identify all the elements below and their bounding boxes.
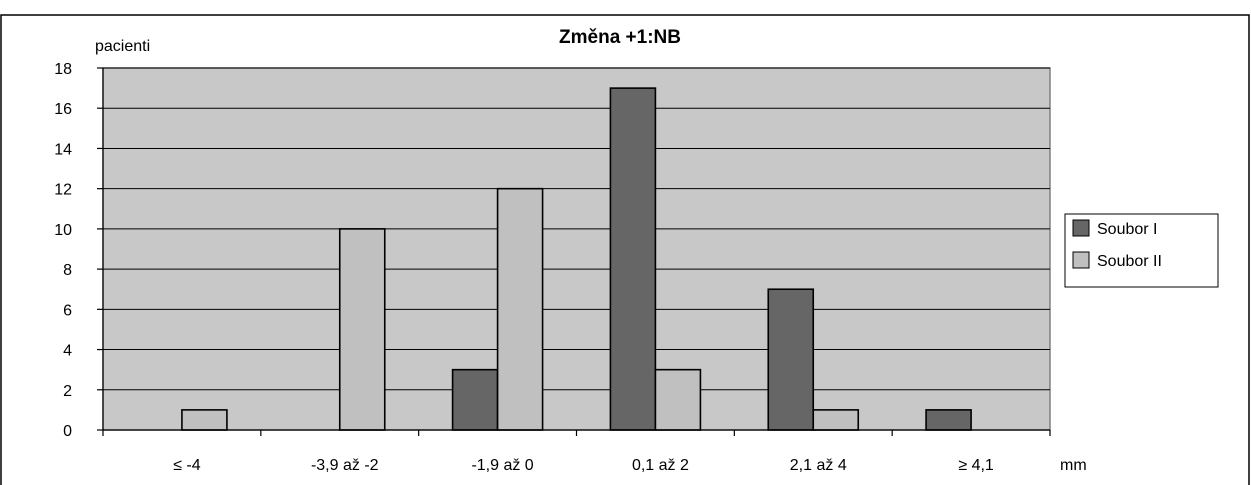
y-tick-label: 6 [63, 302, 72, 319]
bar-soubor-i-4 [767, 288, 815, 431]
x-tick-label: ≤ -4 [173, 457, 201, 474]
chart-title: Změna +1:NB [559, 27, 681, 48]
legend-swatch [1072, 219, 1090, 237]
gridlines [103, 67, 1050, 391]
legend-box [1064, 213, 1219, 288]
bar-soubor-i-3 [609, 87, 657, 431]
y-tick-label: 14 [54, 141, 72, 158]
x-tick-label: ≥ 4,1 [958, 457, 994, 474]
x-tick-label: 0,1 až 2 [632, 457, 689, 474]
legend-swatch [1072, 251, 1090, 269]
bar-soubor-ii-3 [654, 368, 702, 431]
x-tick-label: 2,1 až 4 [790, 457, 847, 474]
y-tick-label: 12 [54, 182, 72, 199]
legend-label: Soubor I [1097, 221, 1157, 238]
y-tick-label: 8 [63, 262, 72, 279]
y-tick-label: 4 [63, 343, 72, 360]
y-axis-label: pacienti [95, 38, 150, 55]
bar-soubor-ii-0 [181, 409, 228, 431]
y-tick-label: 18 [54, 61, 72, 78]
legend: Soubor I Soubor II [1064, 213, 1219, 288]
x-ticks: ≤ -4 -3,9 až -2 -1,9 až 0 0,1 až 2 2,1 až 4 ≥… [102, 430, 1051, 474]
plot-area [102, 67, 1051, 431]
bar-soubor-ii-1 [338, 228, 386, 431]
y-tick-label: 0 [63, 423, 72, 440]
legend-label: Soubor II [1097, 253, 1162, 270]
y-tick-label: 10 [54, 222, 72, 239]
y-tick-label: 16 [54, 101, 72, 118]
x-tick-label: -3,9 až -2 [311, 457, 379, 474]
bar-soubor-ii-2 [496, 187, 544, 431]
bar-soubor-ii-4 [812, 409, 860, 431]
bars [181, 87, 972, 431]
x-axis-label: mm [1060, 457, 1087, 474]
bar-soubor-i-5 [925, 409, 972, 431]
x-tick-label: -1,9 až 0 [471, 457, 533, 474]
y-ticks: 0 2 4 6 8 10 12 14 16 18 [54, 61, 103, 440]
bar-soubor-i-2 [451, 368, 499, 431]
y-tick-label: 2 [63, 383, 72, 400]
